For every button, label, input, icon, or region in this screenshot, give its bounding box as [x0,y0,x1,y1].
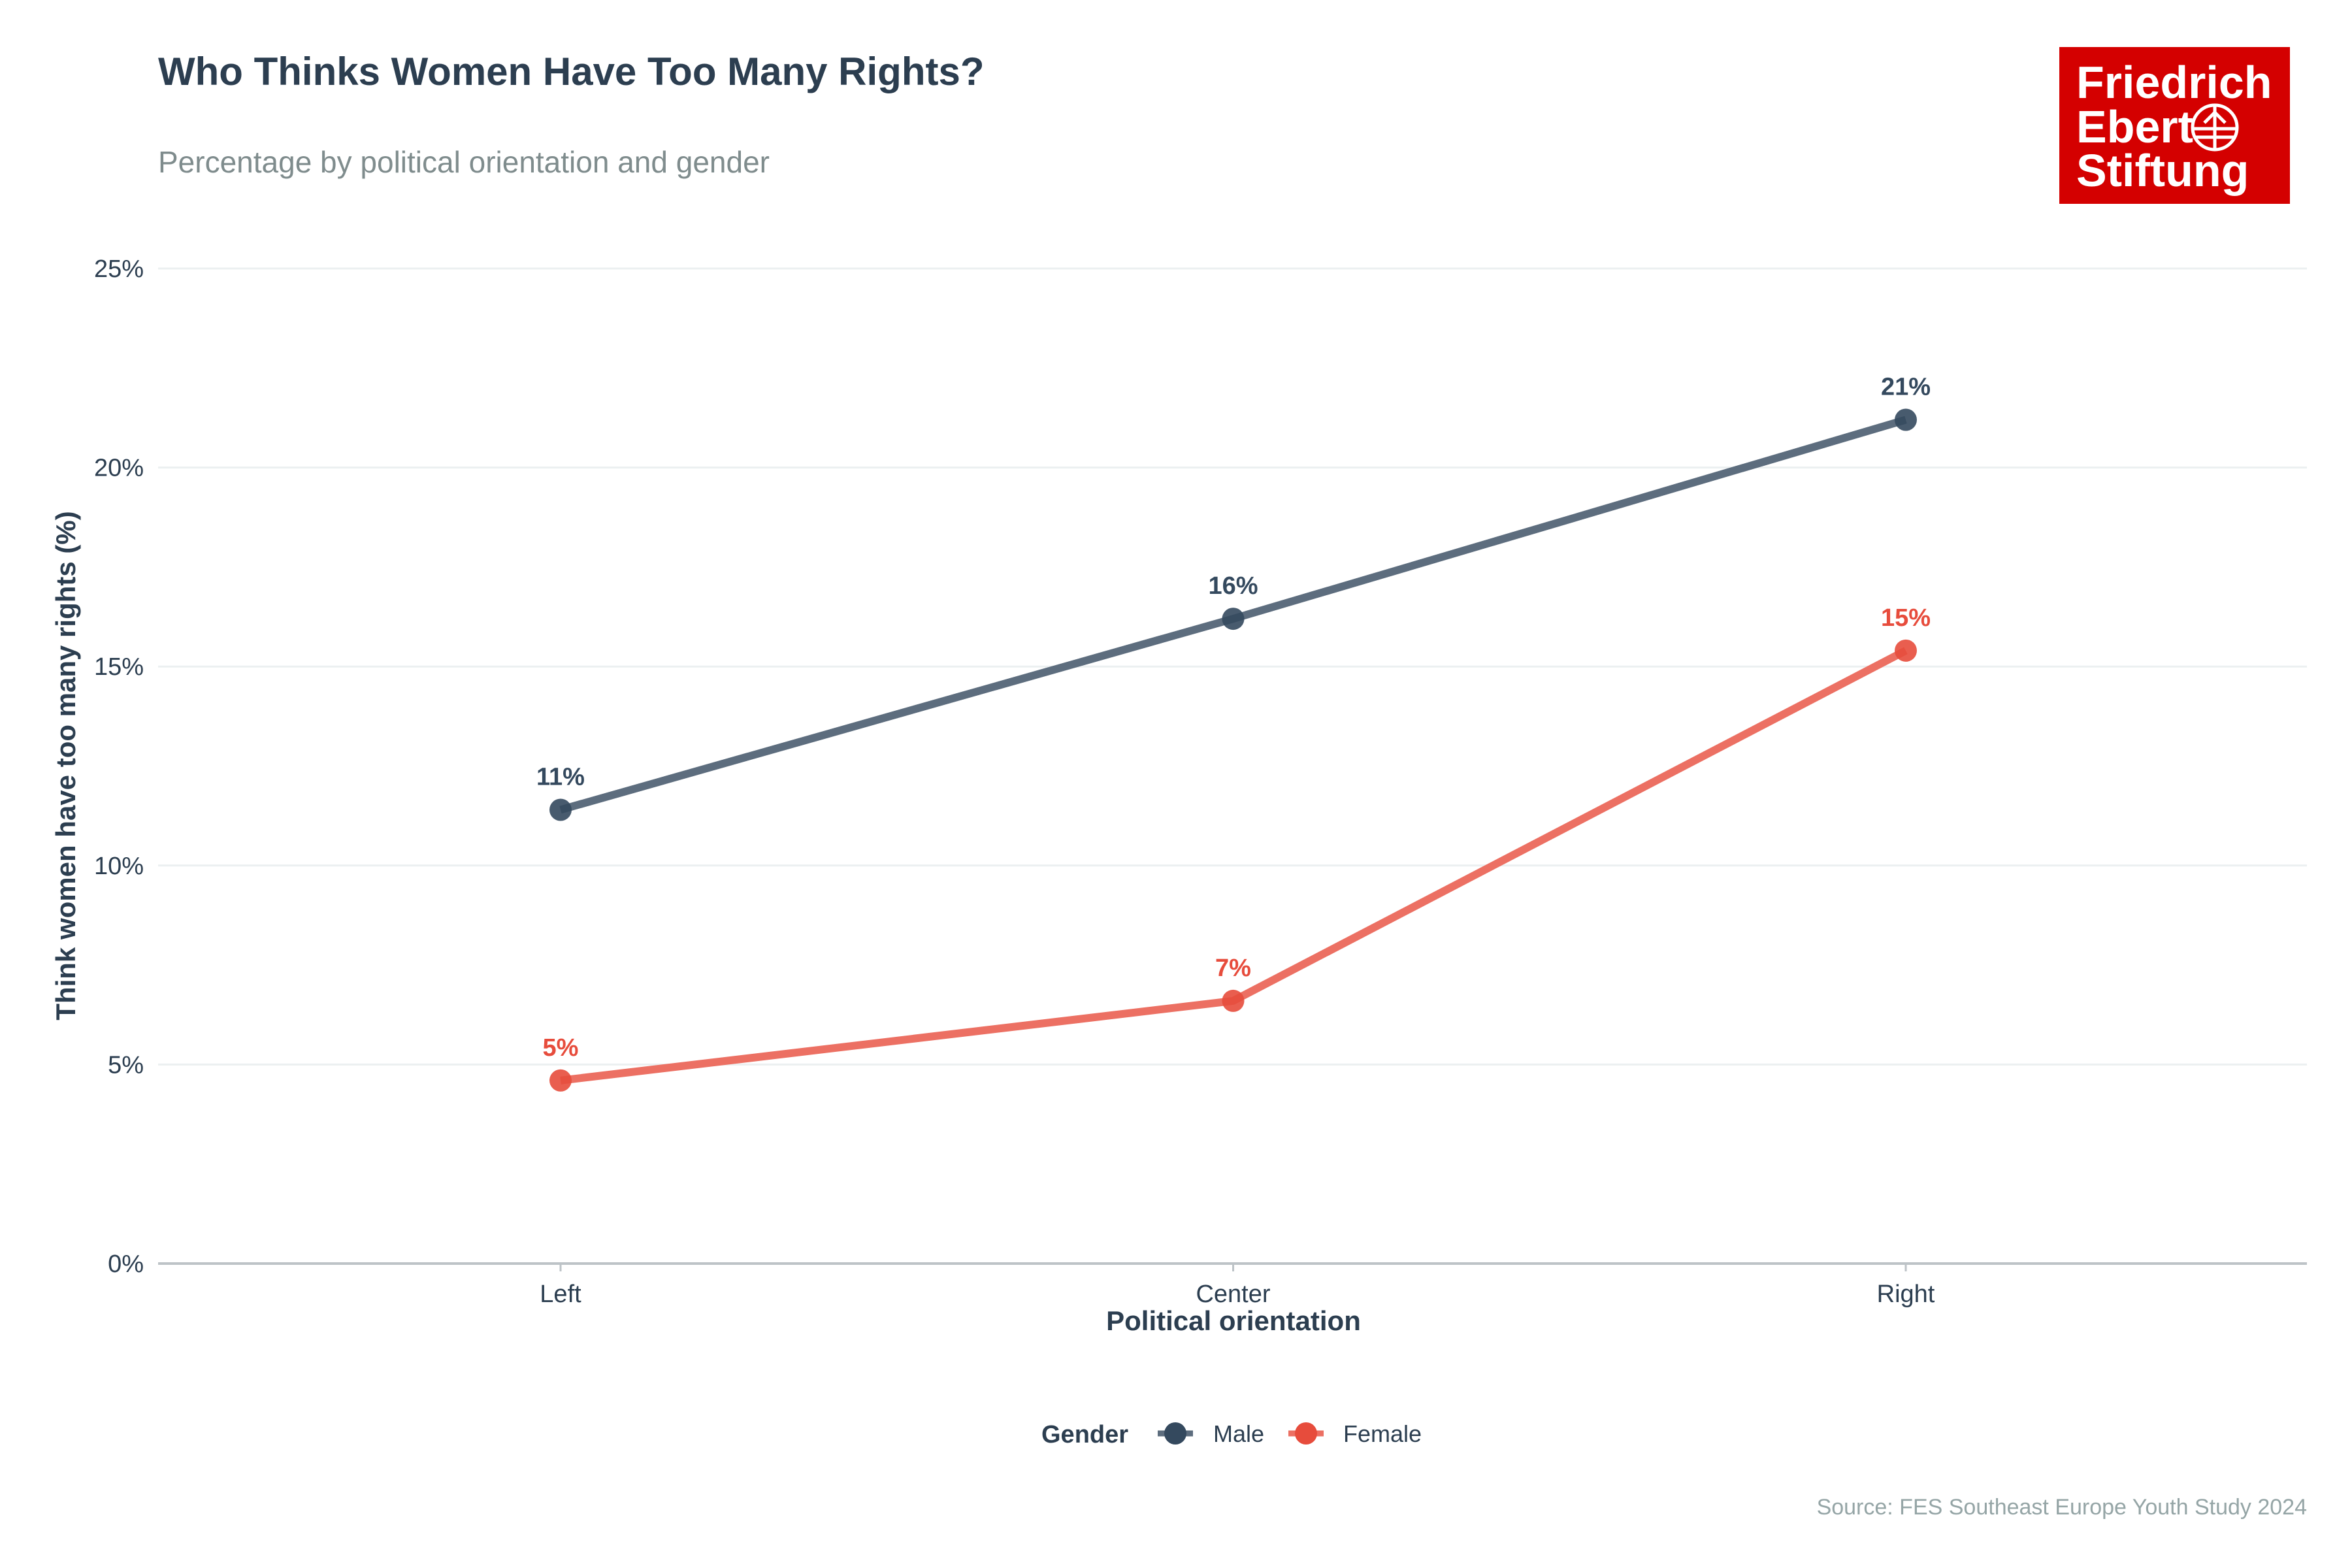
x-tick-label: Right [1877,1281,1935,1308]
y-axis-ticks: 0% 5% 10% 15% 20% 25% [94,255,144,1278]
data-point [549,798,572,821]
data-label: 5% [543,1034,579,1062]
logo-background [2059,47,2290,204]
y-tick-label: 15% [94,653,144,681]
chart-subtitle: Percentage by political orientation and … [158,145,770,179]
x-tick-label: Center [1196,1281,1270,1308]
y-tick-label: 25% [94,255,144,283]
logo-emblem-icon [2191,103,2239,152]
data-label: 7% [1215,955,1251,982]
y-tick-label: 5% [108,1051,144,1079]
logo-line-1: Friedrich [2076,57,2272,108]
legend-label-female: Female [1343,1420,1422,1447]
logo-line-2: Ebert [2076,101,2193,152]
series-female: 5% 7% 15% [543,604,1931,1092]
legend-item-male: Male [1158,1420,1264,1447]
data-label: 11% [536,764,585,791]
data-label: 16% [1208,572,1258,600]
y-tick-label: 20% [94,455,144,482]
series-group: 11% 16% 21% 5% 7% 15% [536,373,1931,1092]
data-point [1222,989,1245,1012]
fes-logo: Friedrich Ebert Stiftung [2059,47,2290,204]
data-point [549,1069,572,1092]
chart-title: Who Thinks Women Have Too Many Rights? [158,50,984,93]
data-point [1895,639,1917,662]
x-tick-label: Left [540,1281,581,1308]
legend-marker-male [1164,1422,1186,1445]
legend-item-female: Female [1288,1420,1422,1447]
source-note: Source: FES Southeast Europe Youth Study… [1817,1495,2307,1520]
y-tick-label: 0% [108,1250,144,1278]
data-point [1222,608,1245,630]
legend: Gender Male Female [1041,1420,1422,1448]
x-axis-label: Political orientation [1106,1305,1361,1336]
data-label: 15% [1881,604,1931,632]
y-tick-label: 10% [94,853,144,880]
legend-label-male: Male [1213,1420,1264,1447]
y-axis-label: Think women have too many rights (%) [50,511,81,1020]
series-male: 11% 16% 21% [536,373,1931,821]
legend-marker-female [1295,1422,1317,1445]
grid-lines [158,267,2307,1066]
x-axis-ticks: Left Center Right [540,1264,1935,1308]
logo-line-3: Stiftung [2076,145,2249,196]
data-point [1895,408,1917,431]
data-label: 21% [1881,373,1931,400]
legend-title: Gender [1041,1421,1128,1448]
